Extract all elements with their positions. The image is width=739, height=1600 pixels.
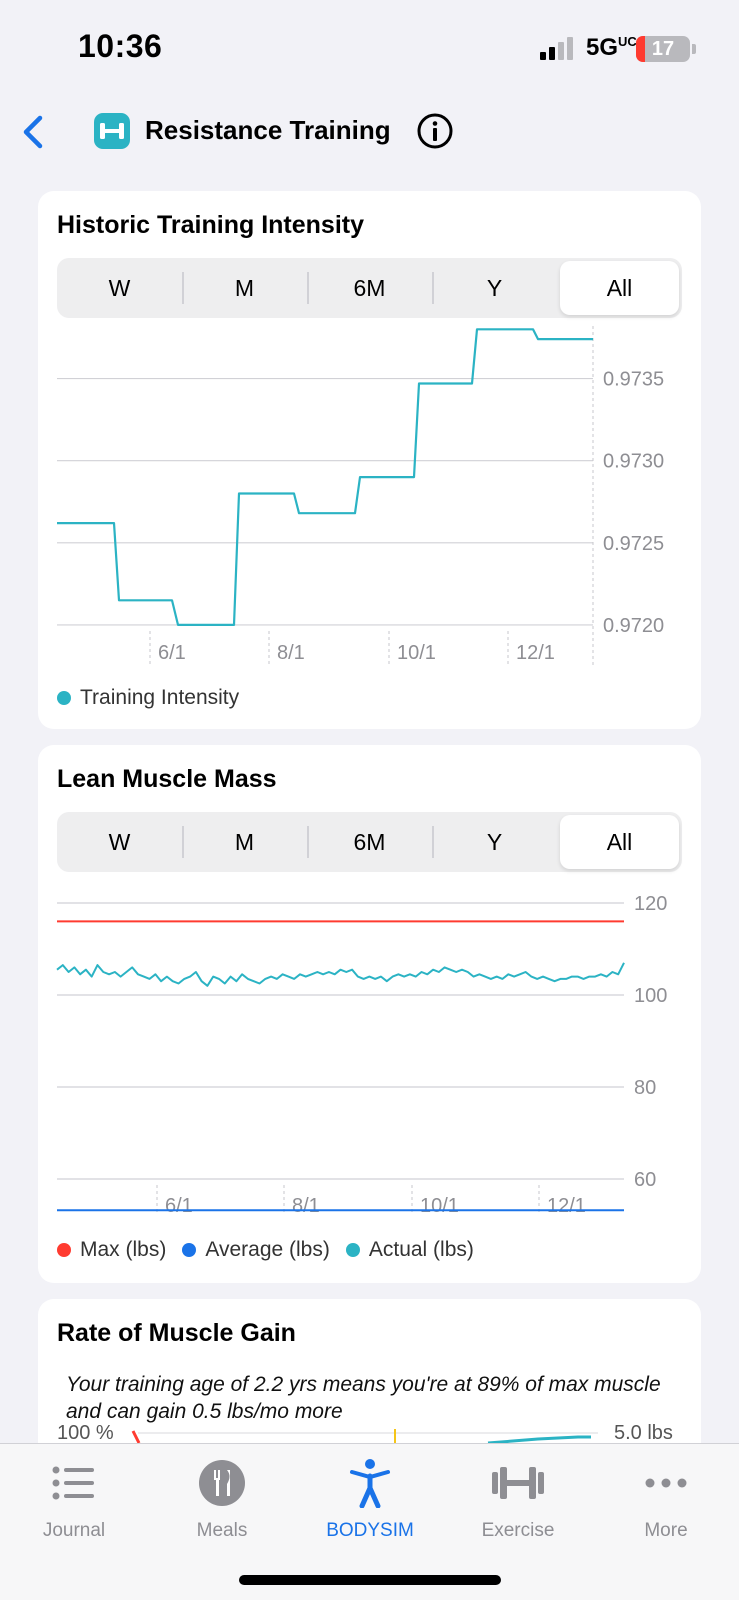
intensity-y-tick-label: 0.9735 (603, 369, 664, 391)
intensity-legend-item: Training Intensity (57, 686, 239, 710)
lean-muscle-card: Lean Muscle Mass W M 6M Y All 60 80 100 120 6/1 8… (38, 745, 701, 1283)
list-icon (52, 1466, 94, 1500)
legend-label: Actual (lbs) (368, 1238, 474, 1261)
muscle-gain-card-title: Rate of Muscle Gain (57, 1319, 296, 1347)
legend-dot (57, 691, 71, 705)
intensity-y-tick-label: 0.9725 (603, 533, 664, 555)
battery-tip (692, 44, 696, 54)
lean-muscle-range-selector: W M 6M Y All (57, 812, 682, 872)
tab-bar: Journal Meals BODYSIM Exercise (0, 1443, 739, 1600)
body-icon (350, 1459, 390, 1508)
gain-rate-line (487, 1435, 591, 1445)
intensity-y-tick-label: 0.9730 (603, 451, 664, 473)
gain-right-axis-label: 5.0 lbs (614, 1422, 673, 1444)
lean-muscle-segment-all[interactable]: All (560, 815, 679, 869)
intensity-x-tick-label: 8/1 (277, 642, 305, 664)
lean-muscle-legend: Max (lbs) Average (lbs) Actual (lbs) (57, 1238, 490, 1262)
tab-bodysim[interactable]: BODYSIM (296, 1444, 444, 1554)
legend-label: Average (lbs) (205, 1238, 330, 1261)
legend-label: Max (lbs) (80, 1238, 167, 1261)
lean-x-tick-label: 10/1 (420, 1195, 459, 1217)
home-indicator (239, 1575, 501, 1585)
lean-y-tick-label: 60 (634, 1169, 656, 1191)
intensity-x-tick-label: 10/1 (397, 642, 436, 664)
segment-divider (432, 826, 434, 858)
intensity-segment-w[interactable]: W (108, 275, 131, 301)
gain-chart-preview (131, 1429, 598, 1445)
lean-y-tick-label: 120 (634, 893, 667, 915)
lean-y-tick-label: 100 (634, 985, 667, 1007)
battery-fill (636, 36, 646, 62)
lean-muscle-segment-y[interactable]: Y (486, 829, 503, 855)
legend-dot (57, 1243, 71, 1257)
segment-divider (307, 826, 309, 858)
ellipsis-icon (645, 1478, 687, 1488)
intensity-segment-m[interactable]: M (234, 275, 255, 301)
lean-muscle-legend-item: Actual (lbs) (345, 1238, 474, 1262)
intensity-x-tick-label: 6/1 (158, 642, 186, 664)
back-chevron-icon[interactable] (14, 110, 54, 154)
lean-muscle-segment-m[interactable]: M (234, 829, 255, 855)
legend-dot (182, 1243, 197, 1257)
lean-series-line (56, 962, 625, 987)
muscle-gain-insight: Your training age of 2.2 yrs means you'r… (66, 1373, 661, 1423)
intensity-segment-6m[interactable]: 6M (353, 275, 386, 301)
gain-left-axis-label: 100 % (57, 1422, 114, 1444)
intensity-segment-all[interactable]: All (560, 261, 679, 315)
status-bar: 10:36 5GUC 17 (0, 0, 739, 100)
tab-exercise[interactable]: Exercise (444, 1444, 592, 1554)
intensity-line (57, 328, 593, 626)
segment-divider (182, 272, 184, 304)
tab-more-label: More (644, 1520, 688, 1541)
lean-muscle-segment-6m[interactable]: 6M (353, 829, 386, 855)
intensity-card: Historic Training Intensity W M 6M Y All 0.9… (38, 191, 701, 729)
dumbbell-app-icon (94, 113, 130, 149)
lean-x-tick-label: 8/1 (292, 1195, 320, 1217)
dumbbell-icon (492, 1467, 544, 1499)
lean-muscle-segment-w[interactable]: W (108, 829, 131, 855)
utensils-icon (199, 1460, 245, 1506)
segment-divider (307, 272, 309, 304)
legend-dot (345, 1243, 360, 1257)
lean-x-tick-label: 12/1 (547, 1195, 586, 1217)
lean-muscle-chart: 60 80 100 120 6/1 8/1 10/1 12/1 (56, 893, 667, 1217)
page-title: Resistance Training (145, 115, 391, 145)
tab-meals[interactable]: Meals (148, 1444, 296, 1554)
lean-muscle-legend-item: Average (lbs) (182, 1238, 330, 1262)
status-time: 10:36 (78, 28, 163, 64)
lean-y-tick-label: 80 (634, 1077, 656, 1099)
intensity-segment-y[interactable]: Y (486, 275, 503, 301)
lean-x-tick-label: 6/1 (165, 1195, 193, 1217)
lean-muscle-legend-item: Max (lbs) (57, 1238, 166, 1262)
lean-muscle-card-title: Lean Muscle Mass (57, 765, 277, 793)
tab-meals-label: Meals (196, 1520, 248, 1541)
battery-level: 17 (651, 38, 675, 60)
dumbbell-icon (100, 123, 124, 139)
legend-label: Training Intensity (80, 686, 240, 709)
intensity-range-selector: W M 6M Y All (57, 258, 682, 318)
intensity-chart: 0.9720 0.9725 0.9730 0.9735 6/1 8/1 10/1 12/1 (57, 326, 664, 666)
intensity-legend: Training Intensity (57, 686, 255, 710)
cellular-signal-icon (540, 37, 573, 60)
gain-max-line (131, 1430, 141, 1444)
tab-bodysim-label: BODYSIM (326, 1520, 414, 1541)
info-icon[interactable] (416, 112, 454, 150)
intensity-card-title: Historic Training Intensity (57, 211, 364, 239)
battery-icon: 17 (636, 36, 690, 62)
segment-divider (432, 272, 434, 304)
tab-journal[interactable]: Journal (0, 1444, 148, 1554)
segment-divider (182, 826, 184, 858)
tab-more[interactable]: More (592, 1444, 739, 1554)
intensity-x-tick-label: 12/1 (516, 642, 555, 664)
network-type: 5GUC (586, 34, 637, 61)
intensity-y-tick-label: 0.9720 (603, 615, 664, 637)
nav-bar: Resistance Training (0, 100, 739, 164)
tab-exercise-label: Exercise (481, 1520, 555, 1541)
tab-journal-label: Journal (42, 1520, 106, 1541)
